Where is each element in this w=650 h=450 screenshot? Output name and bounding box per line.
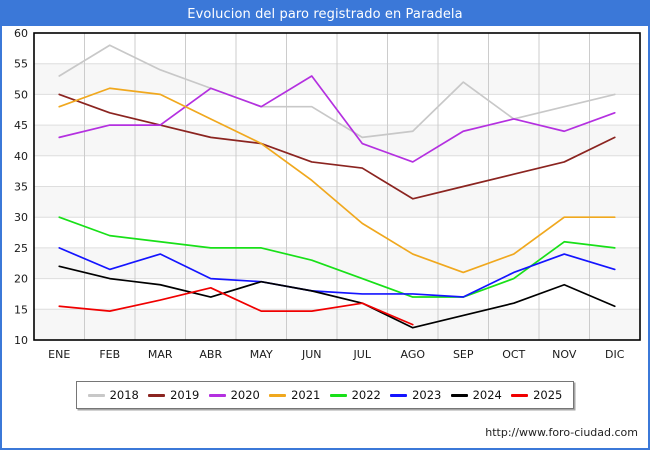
legend-item-2019[interactable]: 2019	[148, 388, 199, 402]
source-url: http://www.foro-ciudad.com	[485, 426, 638, 439]
svg-text:35: 35	[14, 181, 28, 194]
legend-label: 2022	[351, 388, 381, 402]
legend-swatch-icon	[148, 393, 166, 397]
line-chart-svg: 10 15 20 25 30 35 40 45 50 55 60 ENE FEB MAR ABR MAY JUN…	[14, 27, 641, 361]
svg-text:10: 10	[14, 334, 28, 347]
svg-text:40: 40	[14, 150, 28, 163]
legend-label: 2020	[230, 388, 260, 402]
legend-label: 2018	[109, 388, 139, 402]
svg-text:45: 45	[14, 119, 28, 132]
chart-canvas: 10 15 20 25 30 35 40 45 50 55 60 ENE FEB MAR ABR MAY JUN…	[2, 26, 648, 448]
svg-text:JUL: JUL	[353, 348, 372, 361]
legend-label: 2019	[170, 388, 200, 402]
svg-text:OCT: OCT	[502, 348, 525, 361]
legend-swatch-icon	[269, 393, 287, 397]
legend-swatch-icon	[329, 393, 347, 397]
legend-swatch-icon	[450, 393, 468, 397]
legend-swatch-icon	[511, 393, 529, 397]
svg-text:25: 25	[14, 242, 28, 255]
svg-text:15: 15	[14, 303, 28, 316]
svg-text:NOV: NOV	[552, 348, 577, 361]
svg-text:AGO: AGO	[400, 348, 425, 361]
svg-text:50: 50	[14, 88, 28, 101]
legend-swatch-icon	[208, 393, 226, 397]
legend-item-2018[interactable]: 2018	[87, 388, 139, 402]
legend-item-2021[interactable]: 2021	[269, 388, 320, 402]
page-title: Evolucion del paro registrado en Paradel…	[187, 6, 463, 22]
svg-text:ENE: ENE	[48, 348, 70, 361]
svg-text:SEP: SEP	[453, 348, 474, 361]
legend-item-2025[interactable]: 2025	[511, 388, 562, 402]
legend-label: 2025	[533, 388, 563, 402]
legend-item-2022[interactable]: 2022	[329, 388, 381, 402]
svg-text:MAY: MAY	[250, 348, 273, 361]
legend-swatch-icon	[87, 393, 105, 397]
legend-label: 2024	[472, 388, 502, 402]
svg-text:MAR: MAR	[148, 348, 173, 361]
svg-text:JUN: JUN	[301, 348, 322, 361]
svg-text:DIC: DIC	[605, 348, 625, 361]
svg-text:FEB: FEB	[99, 348, 120, 361]
svg-text:55: 55	[14, 58, 28, 71]
legend-label: 2023	[412, 388, 442, 402]
svg-text:ABR: ABR	[199, 348, 222, 361]
window-title-bar: Evolucion del paro registrado en Paradel…	[2, 2, 648, 26]
legend-swatch-icon	[390, 393, 408, 397]
legend-item-2023[interactable]: 2023	[390, 388, 441, 402]
legend-label: 2021	[291, 388, 321, 402]
svg-text:60: 60	[14, 27, 28, 40]
svg-text:30: 30	[14, 211, 28, 224]
legend-item-2024[interactable]: 2024	[450, 388, 502, 402]
chart-legend: 2018 2019 2020 2021 2022 2023 2024 2025	[76, 381, 574, 409]
legend-item-2020[interactable]: 2020	[208, 388, 260, 402]
svg-text:20: 20	[14, 273, 28, 286]
